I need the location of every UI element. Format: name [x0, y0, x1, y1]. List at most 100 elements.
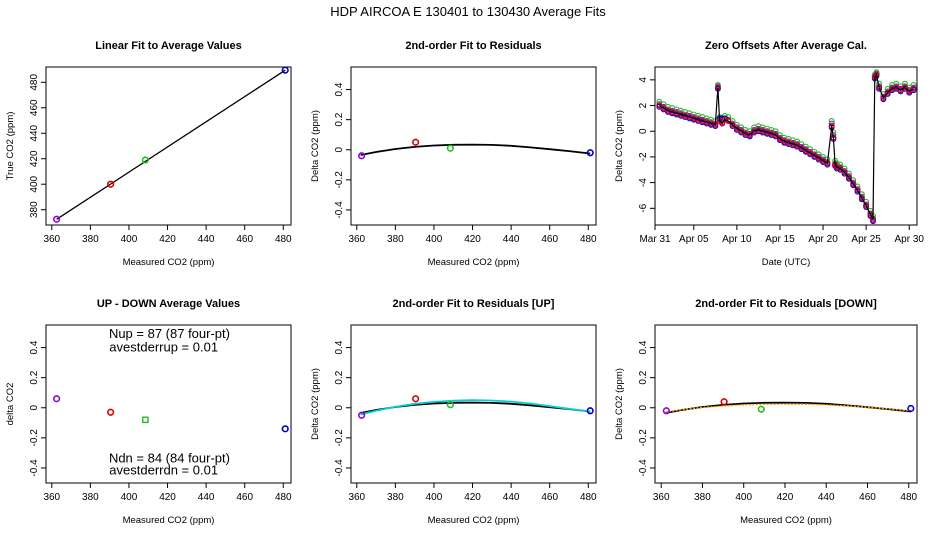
series-point-red — [802, 147, 809, 154]
y-tick-label: -0.2 — [334, 171, 345, 189]
x-axis-label: Measured CO2 (ppm) — [123, 515, 215, 526]
figure-title: HDP AIRCOA E 130401 to 130430 Average Fi… — [330, 4, 606, 19]
x-tick-label: 420 — [464, 492, 481, 503]
plot-frame — [45, 324, 292, 484]
x-tick-label: 480 — [900, 492, 917, 503]
y-axis-label: delta CO2 — [5, 383, 16, 426]
x-tick-label: 400 — [735, 492, 752, 503]
y-axis-label: Delta CO2 (ppm) — [310, 110, 321, 182]
x-axis-label: Measured CO2 (ppm) — [428, 257, 520, 268]
x-tick-label: 420 — [159, 234, 176, 245]
x-tick-label: 440 — [198, 234, 215, 245]
y-tick-label: 0 — [29, 405, 40, 411]
series-line-black — [658, 73, 914, 221]
x-tick-label: 400 — [121, 492, 138, 503]
x-axis-label: Date (UTC) — [762, 257, 811, 268]
series-point-red — [807, 150, 814, 157]
plot-frame — [654, 66, 918, 226]
x-tick-label: Apr 15 — [765, 234, 795, 245]
annotation-text: avestderrup = 0.01 — [109, 339, 218, 354]
y-tick-label: 460 — [29, 99, 40, 116]
x-tick-label: 420 — [464, 234, 481, 245]
data-point — [281, 425, 289, 433]
x-tick-label: 380 — [82, 492, 99, 503]
x-tick-label: 460 — [236, 234, 253, 245]
annotation-text: avestderrdn = 0.01 — [109, 463, 218, 478]
series-point-red — [833, 164, 840, 171]
series-point-red — [858, 195, 865, 201]
y-tick-label: 0 — [334, 405, 345, 411]
series-point-red — [884, 89, 891, 96]
data-point — [53, 395, 61, 403]
series-point-red — [820, 157, 827, 164]
y-tick-label: -6 — [638, 203, 649, 212]
y-tick-label: -0.2 — [29, 429, 40, 447]
y-axis-label: Delta CO2 (ppm) — [310, 368, 321, 440]
x-tick-label: 380 — [694, 492, 711, 503]
series-point-red — [863, 202, 870, 209]
data-point — [142, 416, 149, 424]
y-tick-label: 0 — [334, 147, 345, 153]
data-point — [281, 67, 289, 74]
y-tick-label: 0.2 — [638, 370, 649, 384]
annotation-text: Nup = 87 (87 four-pt) — [109, 326, 230, 341]
data-point — [107, 408, 115, 416]
data-point — [107, 180, 115, 188]
x-tick-label: 480 — [275, 492, 292, 503]
x-tick-label: 460 — [541, 492, 558, 503]
y-tick-label: -0.2 — [638, 429, 649, 447]
x-tick-label: 480 — [580, 492, 597, 503]
data-point — [141, 156, 149, 164]
series-point-red — [660, 105, 667, 112]
panel-title: UP - DOWN Average Values — [97, 298, 240, 310]
x-tick-label: Apr 20 — [808, 234, 838, 245]
y-axis-label: True CO2 (ppm) — [5, 112, 16, 181]
x-tick-label: 400 — [121, 234, 138, 245]
x-tick-label: 440 — [503, 492, 520, 503]
y-axis-label: Delta CO2 (ppm) — [614, 368, 625, 440]
panel-p1: Linear Fit to Average Values 360 380 400 420… — [5, 40, 292, 268]
data-point — [662, 407, 670, 415]
y-tick-label: 0.2 — [334, 112, 345, 126]
y-tick-label: 0.4 — [334, 82, 345, 96]
x-tick-label: 440 — [198, 492, 215, 503]
x-tick-label: 480 — [580, 234, 597, 245]
series-point-red — [772, 132, 779, 139]
panel-title: 2nd-order Fit to Residuals [DOWN] — [695, 298, 877, 310]
series-point-red — [729, 121, 736, 128]
data-point — [412, 395, 420, 403]
plot-frame — [654, 324, 918, 484]
series-point-red — [837, 165, 844, 172]
y-tick-label: 0 — [638, 405, 649, 411]
data-point — [446, 401, 454, 409]
data-point — [907, 404, 915, 413]
x-tick-label: 360 — [348, 492, 365, 503]
series-point-red — [815, 155, 822, 162]
y-tick-label: 0.4 — [638, 340, 649, 354]
x-tick-label: 440 — [503, 234, 520, 245]
y-tick-label: -0.2 — [334, 429, 345, 447]
y-tick-label: -0.4 — [334, 459, 345, 477]
x-tick-label: 460 — [859, 492, 876, 503]
series-point-red — [794, 142, 801, 149]
panel-title: 2nd-order Fit to Residuals — [405, 40, 541, 52]
y-tick-label: -0.4 — [334, 201, 345, 219]
y-tick-label: 380 — [29, 201, 40, 218]
x-tick-label: Mar 31 — [639, 234, 671, 245]
y-tick-label: 2 — [638, 102, 649, 108]
x-tick-label: 380 — [387, 492, 404, 503]
series-point-red — [721, 116, 728, 123]
data-point — [720, 398, 728, 406]
series-point-red — [811, 152, 818, 159]
x-tick-label: 440 — [818, 492, 835, 503]
series-point-red — [850, 180, 857, 187]
y-tick-label: 480 — [29, 74, 40, 91]
plot-frame — [350, 324, 597, 484]
data-point — [586, 407, 594, 415]
series-point-red — [733, 125, 740, 132]
x-tick-label: 360 — [653, 492, 670, 503]
annotation-text: Ndn = 84 (84 four-pt) — [109, 451, 230, 466]
x-tick-label: 400 — [426, 492, 443, 503]
x-tick-label: Apr 30 — [895, 234, 925, 245]
